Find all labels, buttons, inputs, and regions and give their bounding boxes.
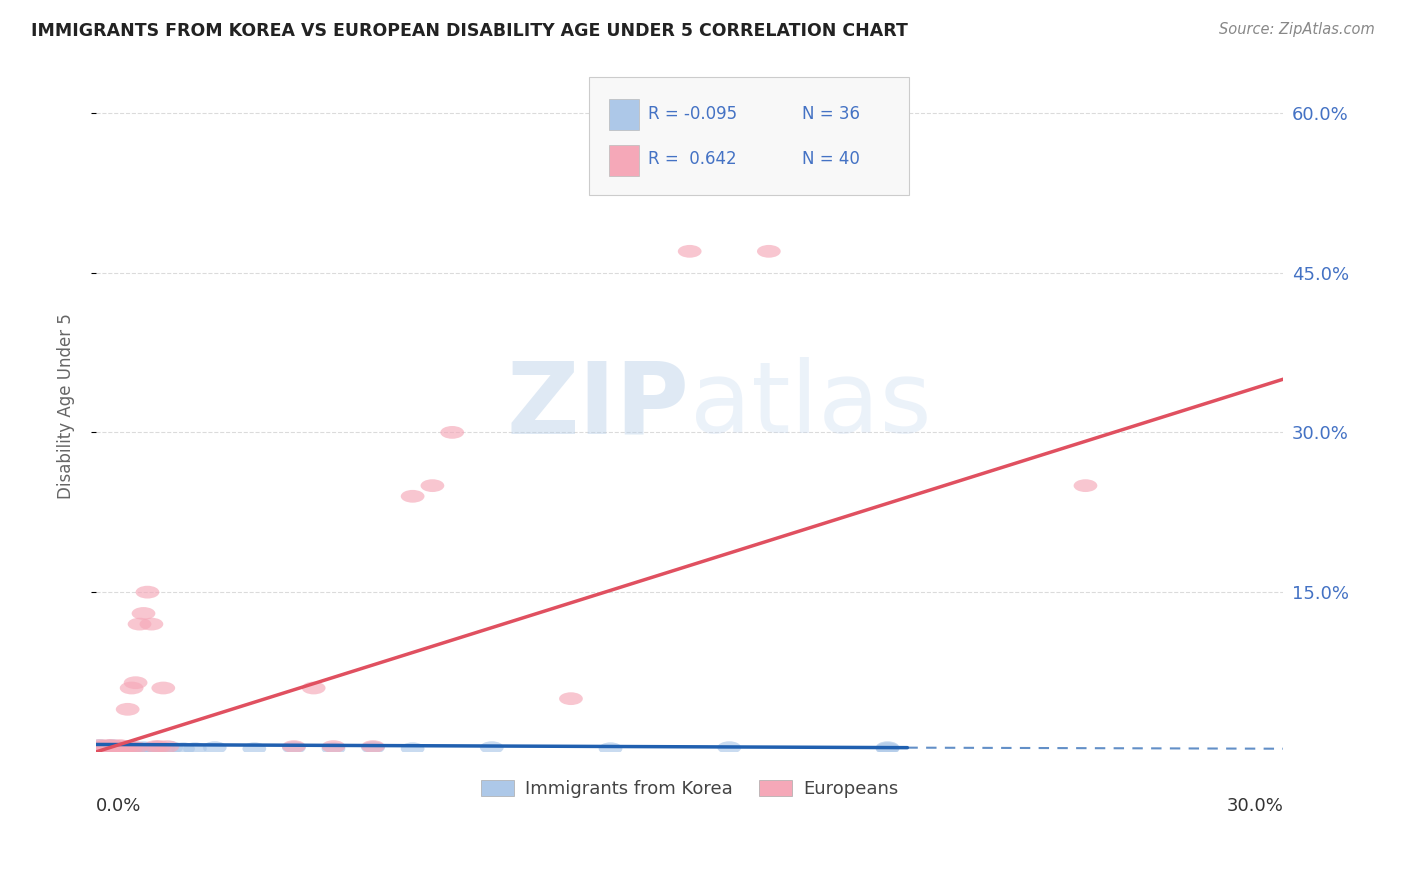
Ellipse shape — [124, 741, 148, 754]
Ellipse shape — [108, 739, 132, 752]
Ellipse shape — [283, 740, 305, 753]
Ellipse shape — [96, 742, 120, 756]
Ellipse shape — [361, 741, 385, 754]
Ellipse shape — [89, 739, 112, 752]
Ellipse shape — [120, 741, 143, 754]
Ellipse shape — [148, 740, 172, 753]
Text: 0.0%: 0.0% — [96, 797, 142, 815]
Ellipse shape — [143, 740, 167, 753]
Ellipse shape — [139, 618, 163, 631]
Ellipse shape — [599, 742, 623, 756]
Text: ZIP: ZIP — [506, 358, 690, 454]
Ellipse shape — [401, 490, 425, 503]
Ellipse shape — [156, 740, 179, 753]
Ellipse shape — [1074, 479, 1097, 492]
Ellipse shape — [242, 742, 266, 756]
Text: atlas: atlas — [690, 358, 931, 454]
Ellipse shape — [172, 742, 195, 756]
Ellipse shape — [132, 607, 156, 620]
Ellipse shape — [120, 681, 143, 694]
Ellipse shape — [91, 741, 115, 754]
Ellipse shape — [183, 742, 207, 756]
Ellipse shape — [96, 739, 120, 752]
Ellipse shape — [108, 742, 132, 756]
Ellipse shape — [91, 740, 115, 753]
Text: Source: ZipAtlas.com: Source: ZipAtlas.com — [1219, 22, 1375, 37]
Ellipse shape — [100, 739, 124, 752]
Ellipse shape — [159, 741, 183, 754]
Ellipse shape — [678, 245, 702, 258]
Ellipse shape — [132, 741, 156, 754]
Ellipse shape — [124, 741, 148, 754]
Ellipse shape — [135, 742, 159, 756]
Ellipse shape — [115, 740, 139, 753]
Ellipse shape — [104, 740, 128, 753]
Ellipse shape — [108, 741, 132, 754]
Ellipse shape — [322, 740, 346, 753]
Ellipse shape — [440, 426, 464, 439]
Ellipse shape — [401, 742, 425, 756]
Ellipse shape — [128, 618, 152, 631]
Ellipse shape — [89, 739, 112, 752]
Ellipse shape — [104, 741, 128, 754]
Ellipse shape — [115, 741, 139, 754]
Ellipse shape — [108, 741, 132, 754]
Ellipse shape — [420, 479, 444, 492]
Ellipse shape — [599, 138, 623, 152]
Ellipse shape — [104, 740, 128, 753]
Ellipse shape — [322, 742, 346, 756]
Text: IMMIGRANTS FROM KOREA VS EUROPEAN DISABILITY AGE UNDER 5 CORRELATION CHART: IMMIGRANTS FROM KOREA VS EUROPEAN DISABI… — [31, 22, 908, 40]
Ellipse shape — [717, 741, 741, 754]
Ellipse shape — [124, 676, 148, 690]
Ellipse shape — [143, 741, 167, 754]
Legend: Immigrants from Korea, Europeans: Immigrants from Korea, Europeans — [474, 772, 905, 805]
Ellipse shape — [152, 681, 176, 694]
Ellipse shape — [283, 741, 305, 754]
Ellipse shape — [91, 742, 115, 756]
Ellipse shape — [100, 739, 124, 752]
Ellipse shape — [91, 740, 115, 753]
Ellipse shape — [560, 692, 583, 705]
Ellipse shape — [100, 741, 124, 754]
Ellipse shape — [152, 742, 176, 756]
Ellipse shape — [96, 740, 120, 753]
Ellipse shape — [135, 586, 159, 599]
Ellipse shape — [96, 741, 120, 754]
Ellipse shape — [302, 681, 326, 694]
Ellipse shape — [100, 741, 124, 754]
Ellipse shape — [361, 740, 385, 753]
Ellipse shape — [115, 703, 139, 715]
Ellipse shape — [89, 741, 112, 754]
Text: R = -0.095: R = -0.095 — [648, 104, 737, 122]
Ellipse shape — [112, 741, 135, 754]
Text: R =  0.642: R = 0.642 — [648, 150, 737, 169]
Ellipse shape — [120, 742, 143, 756]
Y-axis label: Disability Age Under 5: Disability Age Under 5 — [58, 313, 75, 499]
Ellipse shape — [112, 741, 135, 754]
Ellipse shape — [202, 741, 226, 754]
Ellipse shape — [128, 742, 152, 756]
Text: N = 36: N = 36 — [803, 104, 860, 122]
Bar — [609, 99, 638, 130]
Bar — [609, 145, 638, 176]
Text: 30.0%: 30.0% — [1226, 797, 1284, 815]
Text: N = 40: N = 40 — [803, 150, 860, 169]
Ellipse shape — [756, 245, 780, 258]
Ellipse shape — [89, 741, 112, 754]
Ellipse shape — [876, 742, 900, 756]
Ellipse shape — [876, 741, 900, 754]
Ellipse shape — [112, 740, 135, 753]
FancyBboxPatch shape — [589, 77, 910, 194]
Ellipse shape — [112, 742, 135, 756]
Ellipse shape — [104, 742, 128, 756]
Ellipse shape — [479, 741, 503, 754]
